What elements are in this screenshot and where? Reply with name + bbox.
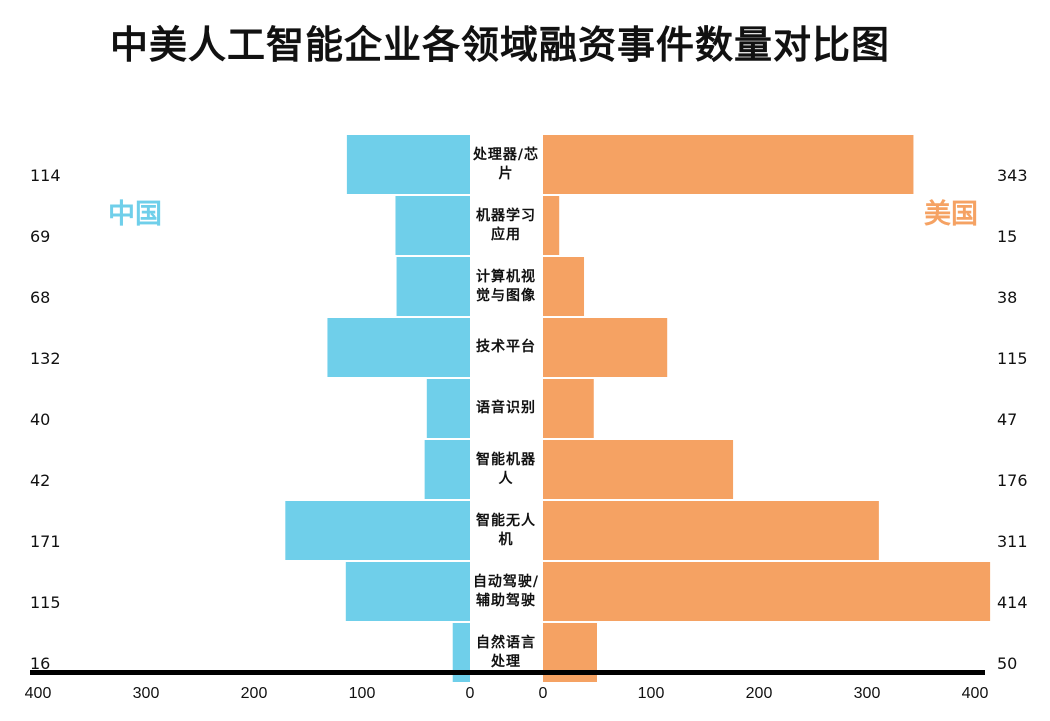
value-label-china-6: 171 [30,532,61,551]
category-label-0: 处理器/芯片 [472,146,540,182]
value-label-china-2: 68 [30,288,51,307]
bar-usa-6 [543,501,879,560]
value-label-usa-6: 311 [997,532,1028,551]
x-axis-line [30,670,985,675]
chart-title: 中美人工智能企业各领域融资事件数量对比图 [109,23,890,67]
value-label-usa-4: 47 [997,410,1018,429]
bar-usa-7 [543,562,991,621]
value-label-usa-1: 15 [997,227,1018,246]
tick-label-left-1: 300 [133,685,160,702]
bar-usa-3 [543,318,668,377]
bar-usa-2 [543,257,585,316]
bar-usa-4 [543,379,594,438]
tick-label-right-3: 300 [854,685,881,702]
value-label-china-0: 114 [30,166,61,185]
bar-usa-0 [543,135,914,194]
tick-label-right-4: 400 [962,685,989,702]
value-label-usa-2: 38 [997,288,1018,307]
value-label-usa-3: 115 [997,349,1028,368]
value-label-usa-5: 176 [997,471,1028,490]
bar-china-8 [452,623,470,682]
value-label-usa-0: 343 [997,166,1028,185]
bar-china-5 [424,440,470,499]
category-label-3: 技术平台 [476,339,536,355]
tick-label-right-0: 0 [539,685,548,702]
category-label-8: 自然语言处理 [476,634,536,670]
tick-label-right-1: 100 [638,685,665,702]
bar-china-7 [345,562,470,621]
bar-china-2 [396,257,470,316]
tick-label-right-2: 200 [746,685,773,702]
value-label-china-7: 115 [30,593,61,612]
category-label-4: 语音识别 [476,400,536,416]
series-label-usa: 美国 [924,199,978,230]
series-label-china: 中国 [108,199,162,230]
value-label-china-3: 132 [30,349,61,368]
category-label-1: 机器学习应用 [476,207,536,243]
bar-china-3 [327,318,470,377]
value-label-china-1: 69 [30,227,51,246]
category-label-2: 计算机视觉与图像 [476,268,536,304]
tick-label-left-0: 400 [25,685,52,702]
value-label-china-5: 42 [30,471,51,490]
value-label-china-4: 40 [30,410,51,429]
category-label-7: 自动驾驶/辅助驾驶 [472,573,540,609]
bar-china-6 [285,501,470,560]
tick-label-left-4: 0 [466,685,475,702]
bar-china-0 [346,135,470,194]
bar-china-1 [395,196,470,255]
tick-label-left-2: 200 [241,685,268,702]
category-label-6: 智能无人机 [476,512,536,548]
bar-usa-5 [543,440,734,499]
category-label-5: 智能机器人 [476,451,536,487]
value-label-china-8: 16 [30,654,51,673]
value-label-usa-7: 414 [997,593,1028,612]
value-label-usa-8: 50 [997,654,1018,673]
bar-china-4 [426,379,470,438]
tick-label-left-3: 100 [349,685,376,702]
bar-usa-1 [543,196,560,255]
